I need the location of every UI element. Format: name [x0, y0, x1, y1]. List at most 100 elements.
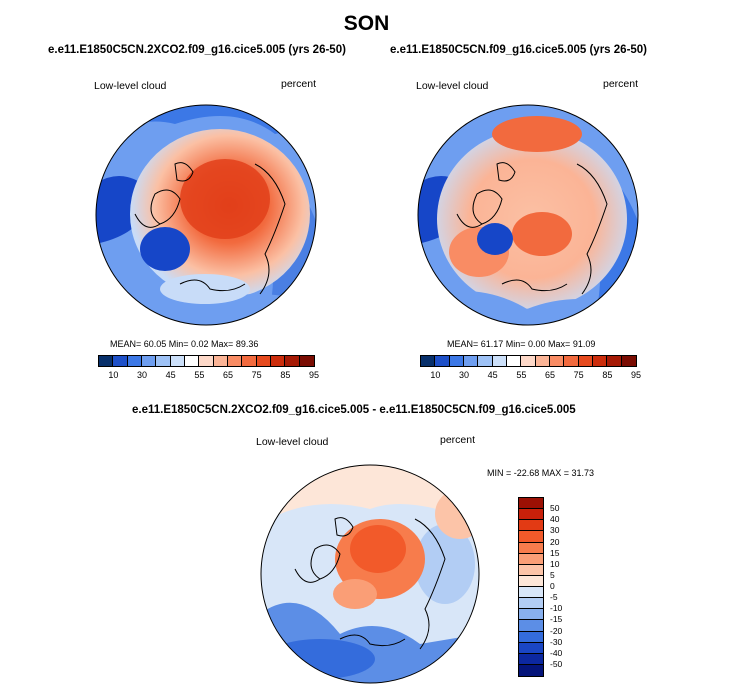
- right-colorbar-cell: [564, 356, 579, 366]
- left-polar-map: [95, 104, 317, 326]
- diff-map-northeast-warm: [435, 489, 479, 539]
- right-colorbar-cell: [492, 356, 507, 366]
- diff-map-greenland-warm: [333, 579, 377, 609]
- left-units-label: percent: [281, 78, 317, 90]
- right-colorbar-tick-label: 55: [516, 370, 527, 380]
- right-colorbar-cell: [621, 356, 636, 366]
- diff-panel-title: e.e11.E1850C5CN.2XCO2.f09_g16.cice5.005 …: [132, 404, 576, 416]
- diff-colorbar-cell: [519, 642, 543, 654]
- left-colorbar-tick-label: 85: [280, 370, 291, 380]
- left-colorbar-cell: [285, 356, 300, 366]
- diff-colorbar-tick-label: -5: [550, 592, 558, 603]
- left-colorbar-cell: [99, 356, 114, 366]
- right-colorbar-tick-label: 65: [544, 370, 555, 380]
- right-panel-title: e.e11.E1850C5CN.f09_g16.cice5.005 (yrs 2…: [390, 44, 648, 56]
- diff-map-south-deep-blue: [265, 639, 375, 679]
- right-colorbar-tick-label: 45: [487, 370, 498, 380]
- left-colorbar-cell: [185, 356, 200, 366]
- diff-colorbar-cell: [519, 553, 543, 565]
- diff-colorbar-tick-label: 10: [550, 558, 560, 569]
- diff-colorbar-tick-label: -50: [550, 658, 563, 669]
- right-colorbar-tick-label: 10: [430, 370, 441, 380]
- right-colorbar-cell: [607, 356, 622, 366]
- diff-colorbar-tick-label: -40: [550, 647, 563, 658]
- left-map-coastlines: [134, 162, 286, 295]
- diff-colorbar-cell: [519, 520, 543, 532]
- diff-colorbar-tick-label: -15: [550, 614, 563, 625]
- right-colorbar-cell: [550, 356, 565, 366]
- left-variable-label: Low-level cloud: [94, 80, 167, 92]
- right-colorbar-cell: [578, 356, 593, 366]
- diff-colorbar-tick-label: 0: [550, 581, 555, 591]
- season-title: SON: [343, 12, 390, 35]
- right-colorbar: [420, 355, 637, 367]
- left-colorbar-cell: [228, 356, 243, 366]
- right-colorbar-cell: [521, 356, 536, 366]
- right-colorbar-cell: [464, 356, 479, 366]
- right-map-central-warm: [512, 212, 572, 256]
- right-colorbar-cell: [449, 356, 464, 366]
- right-colorbar-cell: [507, 356, 522, 366]
- diff-colorbar-tick-label: 50: [550, 503, 560, 514]
- left-colorbar-tick-label: 45: [165, 370, 176, 380]
- left-panel-title: e.e11.E1850C5CN.2XCO2.f09_g16.cice5.005 …: [48, 44, 346, 56]
- diff-colorbar-cell: [519, 620, 543, 632]
- diff-units-label: percent: [440, 434, 476, 446]
- left-colorbar-tick-label: 55: [194, 370, 205, 380]
- right-stats-line: MEAN= 61.17 Min= 0.00 Max= 91.09: [447, 339, 596, 349]
- right-colorbar-cell: [435, 356, 450, 366]
- diff-colorbar-cell: [519, 542, 543, 554]
- diff-colorbar-cell: [519, 664, 543, 676]
- diff-colorbar: [518, 497, 544, 677]
- diff-colorbar-cell: [519, 509, 543, 521]
- left-colorbar-cell: [213, 356, 228, 366]
- diff-colorbar-cell: [519, 631, 543, 643]
- diff-map-arctic-core: [350, 525, 406, 573]
- left-colorbar-cell: [299, 356, 314, 366]
- diff-colorbar-cell: [519, 598, 543, 610]
- left-colorbar-cell: [199, 356, 214, 366]
- left-colorbar-cell: [113, 356, 128, 366]
- left-colorbar-cell: [242, 356, 257, 366]
- right-colorbar-tick-label: 85: [602, 370, 613, 380]
- right-colorbar-tick-label: 95: [630, 370, 641, 380]
- diff-colorbar-cell: [519, 564, 543, 576]
- left-colorbar-cell: [271, 356, 286, 366]
- diff-stats-line: MIN = -22.68 MAX = 31.73: [487, 468, 595, 478]
- left-colorbar-tick-label: 75: [251, 370, 262, 380]
- right-polar-map: [417, 104, 639, 326]
- left-colorbar-cell: [127, 356, 142, 366]
- diff-colorbar-tick-label: -10: [550, 603, 563, 614]
- left-colorbar-tick-label: 10: [108, 370, 119, 380]
- diff-colorbar-cell: [519, 498, 543, 510]
- right-variable-label: Low-level cloud: [416, 80, 489, 92]
- right-colorbar-cell: [421, 356, 436, 366]
- right-units-label: percent: [603, 78, 639, 90]
- right-colorbar-cell: [535, 356, 550, 366]
- right-colorbar-tick-label: 30: [458, 370, 469, 380]
- left-colorbar-tick-label: 30: [136, 370, 147, 380]
- left-map-greenland: [140, 227, 190, 271]
- right-colorbar-cell: [593, 356, 608, 366]
- left-colorbar-cell: [156, 356, 171, 366]
- diff-colorbar-tick-label: 40: [550, 514, 560, 525]
- diff-colorbar-cell: [519, 653, 543, 665]
- diff-colorbar-cell: [519, 575, 543, 587]
- diff-colorbar-cell: [519, 587, 543, 599]
- left-colorbar: [98, 355, 315, 367]
- right-colorbar-cell: [478, 356, 493, 366]
- diff-colorbar-tick-label: 20: [550, 536, 560, 547]
- left-colorbar-cell: [256, 356, 271, 366]
- left-colorbar-cell: [170, 356, 185, 366]
- left-colorbar-tick-label: 95: [308, 370, 319, 380]
- diff-map-coastlines: [294, 517, 446, 650]
- right-map-greenland: [477, 223, 513, 255]
- left-colorbar-tick-label: 65: [222, 370, 233, 380]
- diff-colorbar-tick-label: 5: [550, 569, 555, 580]
- diff-colorbar-cell: [519, 609, 543, 621]
- left-map-border: [95, 104, 317, 326]
- right-colorbar-tick-label: 75: [573, 370, 584, 380]
- diff-colorbar-tick-label: -20: [550, 625, 563, 636]
- diff-colorbar-tick-label: -30: [550, 636, 563, 647]
- right-map-border: [417, 104, 639, 326]
